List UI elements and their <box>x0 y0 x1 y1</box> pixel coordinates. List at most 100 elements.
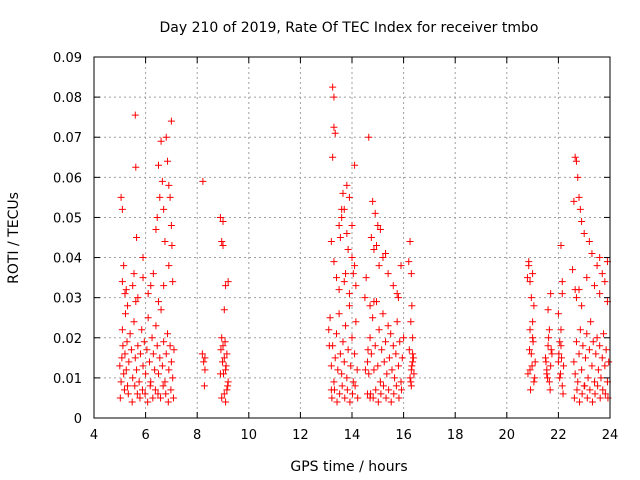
x-axis-label: GPS time / hours <box>290 459 407 475</box>
data-point <box>152 322 160 330</box>
data-point <box>398 354 406 362</box>
data-point <box>394 362 402 370</box>
data-point <box>365 133 373 141</box>
data-point <box>548 350 556 358</box>
data-point <box>364 346 372 354</box>
data-point <box>374 221 382 229</box>
data-point <box>382 338 390 346</box>
data-point <box>121 310 129 318</box>
data-point <box>151 386 159 394</box>
data-point <box>166 342 174 350</box>
data-point <box>407 378 415 386</box>
data-point <box>327 362 335 370</box>
data-point <box>220 306 228 314</box>
data-point <box>198 350 206 358</box>
data-point <box>348 254 356 262</box>
data-point <box>134 294 142 302</box>
y-tick-label: 0.03 <box>53 292 82 307</box>
data-point <box>129 374 137 382</box>
data-point <box>158 177 166 185</box>
data-point <box>558 278 566 286</box>
data-point <box>587 318 595 326</box>
data-point <box>575 350 583 358</box>
data-point <box>123 338 131 346</box>
data-point <box>406 238 414 246</box>
data-point <box>373 242 381 250</box>
data-point <box>348 334 356 342</box>
data-point <box>139 254 147 262</box>
y-tick-label: 0.06 <box>53 171 82 186</box>
data-point <box>361 294 369 302</box>
data-point <box>330 258 338 266</box>
data-point <box>121 290 129 298</box>
data-point <box>165 181 173 189</box>
y-tick-label: 0.01 <box>53 372 82 387</box>
data-point <box>371 209 379 217</box>
y-tick-label: 0.02 <box>53 332 82 347</box>
data-point <box>393 290 401 298</box>
data-point <box>333 398 341 406</box>
data-point <box>222 282 230 290</box>
data-point <box>155 161 162 169</box>
data-point <box>331 129 339 137</box>
data-point <box>167 221 175 229</box>
data-point <box>139 274 147 282</box>
data-point <box>586 386 594 394</box>
data-point <box>156 193 164 201</box>
data-point <box>167 386 175 394</box>
data-point <box>407 270 415 278</box>
data-point <box>139 386 147 394</box>
data-point <box>594 382 602 390</box>
data-point <box>354 394 362 402</box>
data-point <box>136 350 144 358</box>
data-point <box>542 358 550 366</box>
data-point <box>407 318 415 326</box>
data-point <box>334 366 342 374</box>
data-point <box>383 370 391 378</box>
data-point <box>389 282 397 290</box>
data-point <box>547 290 555 298</box>
data-point <box>407 382 415 390</box>
data-point <box>370 246 378 254</box>
data-point <box>330 93 338 101</box>
data-point <box>136 394 144 402</box>
data-point <box>584 374 592 382</box>
data-point <box>558 290 566 298</box>
y-tick-label: 0 <box>74 412 82 427</box>
data-point <box>406 374 414 382</box>
data-point <box>372 386 380 394</box>
data-point <box>200 358 208 366</box>
data-point <box>222 362 230 370</box>
data-point <box>379 382 387 390</box>
data-point <box>335 310 343 318</box>
data-point <box>166 193 174 201</box>
data-point <box>545 326 553 334</box>
data-point <box>588 250 596 258</box>
data-point <box>410 370 418 378</box>
data-point <box>160 205 168 213</box>
data-point <box>581 382 589 390</box>
data-point <box>218 358 226 366</box>
data-point <box>120 386 128 394</box>
data-point <box>371 342 379 350</box>
data-point <box>530 378 538 386</box>
x-tick-label: 6 <box>141 428 149 443</box>
data-point <box>165 366 173 374</box>
data-point <box>162 390 170 398</box>
data-point <box>367 350 375 358</box>
data-point <box>169 278 177 286</box>
data-point <box>596 290 604 298</box>
data-point <box>331 354 339 362</box>
data-point <box>377 390 385 398</box>
data-point <box>339 338 347 346</box>
data-point <box>379 254 387 262</box>
data-point <box>575 193 583 201</box>
data-point <box>154 390 162 398</box>
data-point <box>127 346 135 354</box>
x-tick-label: 12 <box>292 428 309 443</box>
data-point <box>602 346 610 354</box>
data-point <box>578 366 586 374</box>
data-point <box>328 394 336 402</box>
data-point <box>155 370 162 378</box>
data-point <box>526 366 534 374</box>
